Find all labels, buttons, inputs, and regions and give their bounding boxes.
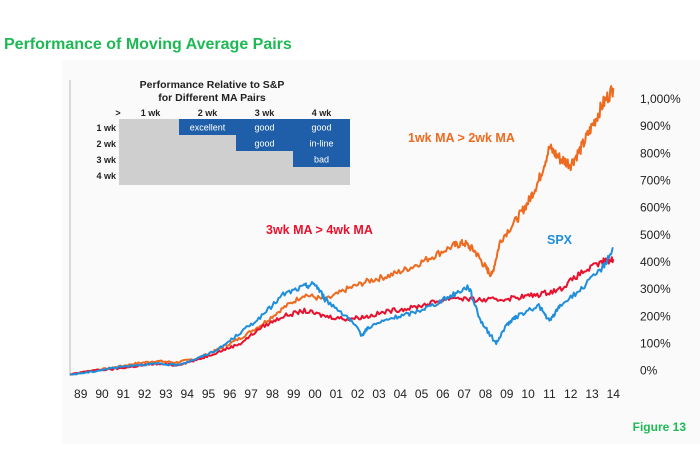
matrix-cell-label: bad [314,155,329,165]
annotation-spx: SPX [547,233,573,247]
page-title: Performance of Moving Average Pairs [4,36,292,53]
matrix-col-header: 1 wk [141,108,162,118]
y-tick-label: 200% [640,309,671,323]
x-tick-label: 89 [74,387,88,401]
x-tick-label: 04 [394,387,408,401]
y-tick-label: 1,000% [640,92,681,106]
x-tick-label: 94 [181,387,195,401]
matrix-cell-label: in-line [309,139,333,149]
y-tick-label: 300% [640,282,671,296]
series-group [69,85,615,376]
y-tick-label: 700% [640,174,671,188]
x-tick-label: 93 [159,387,173,401]
matrix-cell [293,119,350,135]
matrix-col-header: 2 wk [198,108,219,118]
matrix-cell-label: good [311,123,331,133]
y-tick-label: 100% [640,336,671,350]
chart-panel: 89 90 91 92 93 94 95 96 97 98 99 00 01 02 03 04 05 06 07 08… [62,60,700,444]
matrix-title-line1: Performance Relative to S&P [140,79,285,91]
matrix-col-header: 4 wk [312,108,333,118]
matrix-row-header: 2 wk [96,139,117,149]
x-tick-label: 91 [117,387,131,401]
x-tick-label: 99 [287,387,301,401]
matrix-cell [236,119,293,135]
y-tick-label: 400% [640,255,671,269]
x-tick-label: 90 [95,387,109,401]
matrix-corner: > [115,108,120,118]
x-tick-label: 97 [244,387,258,401]
series-line-1 [69,85,615,376]
x-tick-label: 11 [543,387,556,401]
figure-label: Figure 13 [632,420,686,434]
matrix-cell-label: good [254,139,274,149]
y-tick-label: 800% [640,146,671,160]
matrix-cells: excellent good good good in-line bad [119,119,350,185]
x-tick-label: 95 [202,387,216,401]
matrix-headers: 1 wk 2 wk 3 wk 4 wk 1 wk 2 wk 3 wk 4 wk [96,108,332,181]
chart: 89 90 91 92 93 94 95 96 97 98 99 00 01 02 03 04 05 06 07 08… [69,79,681,401]
annotation-3wk-4wk: 3wk MA > 4wk MA [266,223,373,237]
x-tick-label: 00 [308,387,322,401]
y-tick-label: 500% [640,228,671,242]
x-tick-label: 13 [585,387,599,401]
matrix-cell [236,135,293,151]
x-tick-label: 06 [436,387,450,401]
x-tick-label: 92 [138,387,152,401]
x-tick-label: 12 [564,387,578,401]
matrix-cell [293,135,350,151]
y-tick-label: 600% [640,201,671,215]
x-tick-label: 08 [479,387,493,401]
matrix-cell [179,119,236,135]
y-tick-label: 0% [640,364,658,378]
y-tick-label: 900% [640,119,671,133]
y-tick-labels: 0% 100% 200% 300% 400% 500% 600% 700% 800% 900% 1,… [640,92,681,378]
x-tick-label: 07 [458,387,472,401]
x-tick-label: 14 [607,387,621,401]
x-tick-label: 09 [500,387,514,401]
x-tick-label: 05 [415,387,429,401]
ma-pairs-matrix: Performance Relative to S&P for Differen… [96,79,350,185]
matrix-row-header: 1 wk [96,123,117,133]
matrix-cell-label: good [254,123,274,133]
annotation-1wk-2wk: 1wk MA > 2wk MA [408,131,515,145]
matrix-row-header: 3 wk [96,155,117,165]
x-tick-label: 01 [330,387,344,401]
x-tick-labels: 89 90 91 92 93 94 95 96 97 98 99 00 01 02 03 04 05 06 07 08… [74,387,620,401]
x-tick-label: 96 [223,387,237,401]
x-tick-label: 02 [351,387,365,401]
x-tick-label: 10 [521,387,535,401]
matrix-title-line2: for Different MA Pairs [158,92,266,104]
matrix-cell [293,151,350,167]
x-tick-label: 98 [266,387,280,401]
series-line-3 [69,247,614,376]
matrix-cell-label: excellent [190,123,226,133]
matrix-row-header: 4 wk [96,171,117,181]
matrix-col-header: 3 wk [255,108,276,118]
x-tick-label: 03 [372,387,386,401]
